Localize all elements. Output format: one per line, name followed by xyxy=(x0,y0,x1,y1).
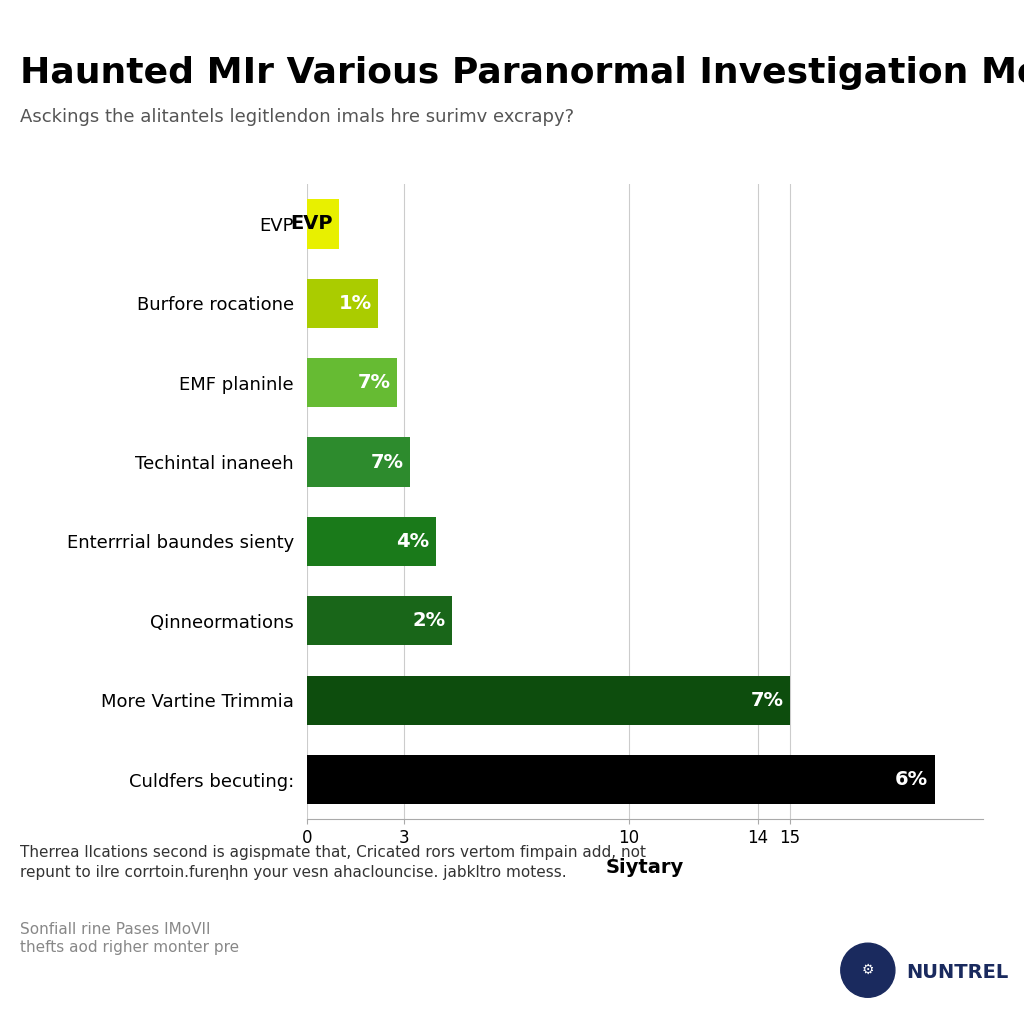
Text: Therrea llcations second is agispmate that, Cricated rors vertom fimpain add, no: Therrea llcations second is agispmate th… xyxy=(20,845,646,860)
Bar xyxy=(307,200,339,249)
Text: 7%: 7% xyxy=(371,453,403,472)
Bar xyxy=(307,676,790,725)
Text: 7%: 7% xyxy=(751,690,783,710)
Text: repunt to ilre corrtoin.fureηhn your vesn ahaclouncise. jabkltro motess.: repunt to ilre corrtoin.fureηhn your ves… xyxy=(20,865,567,881)
Bar xyxy=(307,517,436,566)
Bar xyxy=(307,596,452,645)
Text: Sonfiall rine Pases IMoVII: Sonfiall rine Pases IMoVII xyxy=(20,922,211,937)
Text: 4%: 4% xyxy=(396,531,429,551)
Bar xyxy=(307,358,397,408)
Text: 7%: 7% xyxy=(357,373,391,392)
Text: 6%: 6% xyxy=(895,770,929,790)
Text: 2%: 2% xyxy=(413,611,445,631)
Bar xyxy=(307,279,378,328)
Text: Asckings the alitantels legitlendon imals hre surimv excrapy?: Asckings the alitantels legitlendon imal… xyxy=(20,108,574,126)
Text: NUNTREL: NUNTREL xyxy=(906,964,1009,982)
Text: 1%: 1% xyxy=(339,294,372,313)
Bar xyxy=(307,437,411,486)
Circle shape xyxy=(841,943,895,997)
Text: ⚙: ⚙ xyxy=(861,964,874,977)
Bar xyxy=(307,755,935,804)
X-axis label: Siytary: Siytary xyxy=(606,858,684,877)
Text: EVP: EVP xyxy=(291,214,333,233)
Text: Haunted MIr Various Paranormal Investigation Methods: Haunted MIr Various Paranormal Investiga… xyxy=(20,56,1024,90)
Text: thefts aod righer monter pre: thefts aod righer monter pre xyxy=(20,940,240,955)
